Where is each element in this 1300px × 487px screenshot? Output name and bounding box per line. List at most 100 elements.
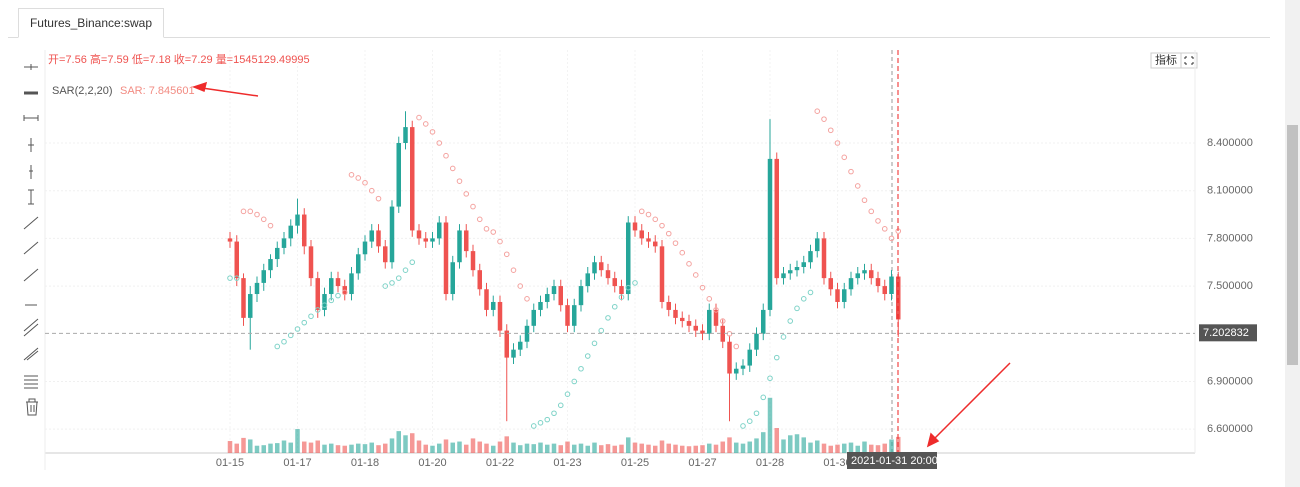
sar-dot [456, 178, 463, 184]
sar-dot [841, 154, 848, 161]
sar-dot [274, 343, 281, 350]
volume-bar [592, 442, 597, 453]
ohlc-legend: 开=7.56 高=7.59 低=7.18 收=7.29 量=1545129.49… [48, 52, 310, 66]
sar-dot [719, 318, 726, 324]
volume-bar [761, 432, 766, 453]
sar-dot [746, 418, 753, 425]
sar-dot [497, 238, 503, 245]
sar-dot [686, 261, 692, 267]
y-tick-label: 6.600000 [1207, 423, 1253, 435]
sar-dot [611, 303, 618, 310]
scrollbar-thumb[interactable] [1287, 125, 1298, 365]
candle-body [491, 301, 496, 310]
sar-dot [679, 249, 686, 256]
sar-dot [773, 354, 780, 361]
indicator-label: SAR: [120, 85, 146, 97]
volume-bar [632, 442, 638, 453]
volume-bar [585, 445, 590, 453]
candle-body [362, 241, 368, 255]
volume-bar [774, 428, 779, 453]
candle-body [686, 321, 692, 326]
sar-dot [618, 294, 625, 301]
candle-body [511, 349, 516, 358]
sar-dot [537, 419, 544, 426]
candle-body [869, 270, 874, 279]
candle-body [680, 317, 685, 322]
sar-dot [308, 313, 314, 320]
candle-body [632, 222, 638, 231]
legend-label: 高= [90, 52, 107, 66]
volume-bar [815, 440, 820, 453]
candle-body [518, 341, 523, 350]
sar-dot [605, 315, 611, 321]
candle-body [592, 262, 597, 274]
volume-bar [234, 443, 239, 453]
candle-body [848, 278, 854, 290]
candle-body [828, 278, 833, 290]
tab[interactable]: Futures_Binance:swap [18, 8, 164, 38]
sar-dot [335, 292, 341, 299]
volume-bar [396, 431, 401, 453]
volume-bar [349, 444, 354, 453]
candle-body [227, 238, 233, 242]
sar-dot [254, 211, 260, 218]
volume-bar [437, 443, 442, 453]
legend-label: 量= [216, 53, 233, 66]
volume-bar [680, 445, 685, 453]
candle-body [693, 325, 698, 331]
sar-dot [524, 295, 530, 302]
candle-body [531, 309, 536, 326]
sar-dot [341, 289, 348, 296]
sar-dot [382, 283, 389, 289]
sar-dot [800, 295, 807, 302]
y-tick-label: 7.800000 [1207, 232, 1253, 244]
sar-dot [294, 326, 301, 332]
sar-dot [591, 340, 598, 347]
sar-dot [733, 343, 740, 350]
candle-body [234, 241, 239, 279]
volume-bar [578, 443, 584, 453]
indicator-button-label[interactable]: 指标 [1155, 52, 1177, 66]
candle-body [673, 309, 678, 318]
sar-dot [409, 259, 416, 266]
candle-body [585, 273, 590, 287]
volume-bar [545, 444, 550, 453]
volume-bar [248, 439, 253, 453]
volume-bar [754, 438, 759, 453]
sar-dot [321, 302, 328, 308]
x-tick-label: 01-28 [756, 457, 784, 469]
volume-bar [862, 441, 867, 453]
candle-body [450, 262, 455, 295]
candle-body [558, 286, 563, 306]
sar-dot [470, 203, 476, 210]
candle-body [646, 238, 651, 242]
volume-bar [281, 440, 287, 453]
sar-dot [551, 410, 557, 417]
volume-bar [821, 443, 827, 453]
volume-bar [369, 442, 374, 453]
candle-body [578, 286, 584, 306]
price-tag-label: 7.202832 [1203, 327, 1249, 339]
candle-body [275, 247, 280, 260]
sar-dot [368, 187, 375, 194]
volume-bar [605, 444, 611, 453]
volume-bar [376, 445, 381, 453]
candle-body [538, 301, 543, 310]
volume-bar [727, 437, 732, 453]
sar-dot [713, 307, 719, 313]
sar-dot [706, 295, 713, 302]
candle-body [801, 262, 806, 267]
indicator-name: SAR(2,2,20) [52, 85, 113, 97]
sar-dot [260, 216, 267, 223]
legend-label: 收= [174, 52, 191, 66]
candle-body [700, 330, 705, 334]
sar-dot [692, 272, 699, 278]
volume-bar [504, 436, 509, 453]
sar-dot [827, 127, 834, 134]
volume-bar [889, 439, 894, 453]
toolbar[interactable] [23, 64, 39, 416]
volume-bar [720, 441, 725, 453]
volume-bar [713, 444, 719, 453]
candle-body [720, 325, 725, 342]
